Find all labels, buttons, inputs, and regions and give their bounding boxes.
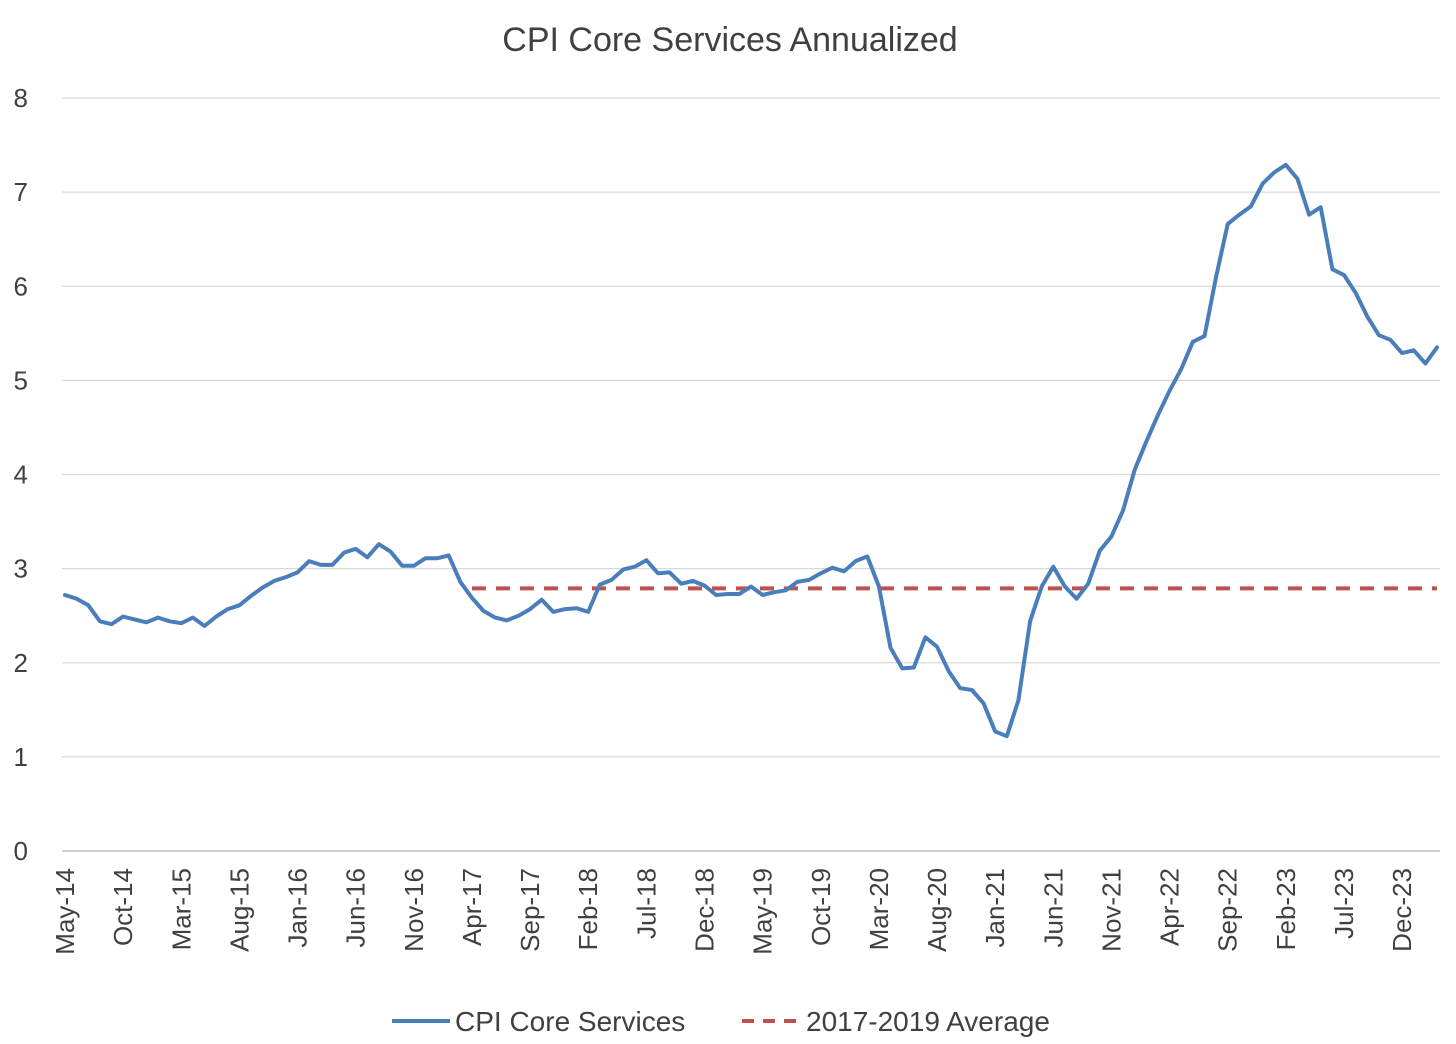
x-tick-label: Sep-17 [515, 868, 545, 952]
y-tick-label: 3 [14, 554, 28, 584]
y-tick-label: 1 [14, 742, 28, 772]
x-tick-label: Feb-23 [1271, 868, 1301, 950]
x-tick-label: May-14 [50, 868, 80, 955]
y-tick-label: 0 [14, 836, 28, 866]
series-layer [63, 162, 1439, 739]
y-tick-label: 2 [14, 648, 28, 678]
x-tick-label: Aug-15 [224, 868, 254, 952]
y-tick-label: 7 [14, 177, 28, 207]
x-tick-label: Oct-19 [806, 868, 836, 946]
legend-label-2017-2019-average: 2017-2019 Average [806, 1006, 1050, 1037]
x-tick-label: Nov-16 [399, 868, 429, 952]
x-tick-label: Aug-20 [922, 868, 952, 952]
legend: CPI Core Services 2017-2019 Average [392, 1006, 1050, 1037]
legend-label-cpi-core-services: CPI Core Services [455, 1006, 685, 1037]
x-tick-label: Apr-22 [1155, 868, 1185, 946]
chart-title: CPI Core Services Annualized [502, 21, 957, 59]
x-tick-label: Dec-18 [689, 868, 719, 952]
x-tick-label: Jul-23 [1329, 868, 1359, 939]
x-tick-label: Oct-14 [108, 868, 138, 946]
y-tick-label: 4 [14, 460, 28, 490]
x-tick-label: Jun-21 [1038, 868, 1068, 948]
x-tick-label: Dec-23 [1387, 868, 1417, 952]
x-tick-label: Jan-21 [980, 868, 1010, 948]
x-tick-label: Nov-21 [1096, 868, 1126, 952]
x-tick-label: May-19 [748, 868, 778, 955]
series-line-cpi-core-services [63, 162, 1439, 739]
x-axis-ticks: May-14 Oct-14 Mar-15 Aug-15 Jan-16 Jun-16 Nov-… [50, 868, 1417, 955]
y-tick-label: 8 [14, 83, 28, 113]
x-tick-label: Jan-16 [283, 868, 313, 948]
x-tick-label: Mar-20 [864, 868, 894, 950]
x-tick-label: Jul-18 [631, 868, 661, 939]
x-tick-label: Mar-15 [166, 868, 196, 950]
gridlines [62, 97, 1440, 852]
x-tick-label: Jun-16 [341, 868, 371, 948]
x-tick-label: Sep-22 [1213, 868, 1243, 952]
x-tick-label: Apr-17 [457, 868, 487, 946]
x-tick-label: Feb-18 [573, 868, 603, 950]
y-axis-ticks: 0 1 2 3 4 5 6 7 8 [14, 83, 28, 866]
y-tick-label: 6 [14, 271, 28, 301]
y-tick-label: 5 [14, 365, 28, 395]
